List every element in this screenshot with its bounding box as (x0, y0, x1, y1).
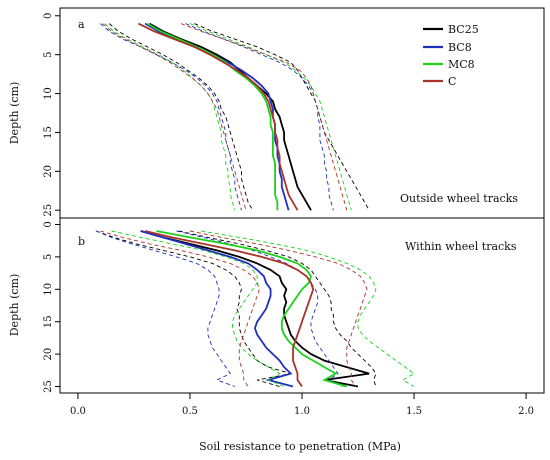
panel-b-series-bc25-mean (140, 230, 370, 388)
panel-b-series-bc25-lower (95, 230, 291, 387)
x-tick-label: 0.5 (182, 406, 198, 417)
panel-b-ytick-label: 0 (43, 221, 54, 227)
panel-b-annotation: Within wheel tracks (405, 240, 517, 253)
panel-outside-wheel-tracks: 0 5 10 15 20 25 Depth (cm) a Outside wheel tr… (8, 7, 545, 219)
panel-a-series-bc25-upper (194, 23, 370, 211)
x-axis-label: Soil resistance to penetration (MPa) (199, 440, 401, 453)
panel-b-series-bc8-mean (140, 230, 294, 388)
x-tick-label: 2.0 (518, 406, 534, 417)
panel-a-series-bc8-lower (100, 23, 242, 211)
panel-a-y-axis: 0 5 10 15 20 25 (43, 13, 60, 217)
panel-b-series (95, 230, 415, 388)
x-axis: 0.0 0.5 1.0 1.5 2.0 (70, 393, 534, 417)
panel-b-ytick-label: 20 (43, 348, 54, 361)
x-tick-label: 0.0 (70, 406, 86, 417)
panel-a-series-mc8-upper (189, 23, 352, 211)
panel-b-ytick-label: 10 (43, 283, 54, 296)
legend-label-bc25: BC25 (448, 23, 479, 36)
panel-a-series (100, 22, 370, 211)
x-tick-label: 1.5 (406, 406, 422, 417)
panel-b-series-mc8-upper (201, 230, 415, 387)
panel-a-ytick-label: 10 (43, 87, 54, 100)
panel-b-ytick-label: 25 (43, 380, 54, 393)
panel-b-series-bc25-upper (178, 230, 377, 387)
legend-label-mc8: MC8 (448, 58, 475, 71)
panel-a-ytick-label: 15 (43, 126, 54, 139)
panel-b-series-bc8-lower (95, 230, 235, 387)
panel-a-series-mc8-lower (104, 23, 236, 211)
panel-a-annotation: Outside wheel tracks (400, 192, 518, 205)
panel-a-series-c-mean (138, 22, 299, 211)
panel-b-ytick-label: 5 (43, 254, 54, 260)
panel-a-ytick-label: 0 (43, 13, 54, 19)
panel-a-series-bc25-lower (109, 23, 254, 211)
panel-a-ytick-label: 20 (43, 165, 54, 178)
panel-b-letter: b (78, 235, 85, 248)
panel-a-letter: a (78, 18, 85, 31)
panel-a-series-bc25-mean (149, 22, 312, 211)
legend: BC25 BC8 MC8 C (423, 23, 479, 88)
panel-a-ytick-label: 5 (43, 51, 54, 57)
x-tick-label: 1.0 (294, 406, 310, 417)
panel-a-series-c-lower (102, 23, 247, 211)
panel-b-y-axis: 0 5 10 15 20 25 (43, 221, 60, 393)
panel-b-series-mc8-mean (156, 230, 348, 388)
panel-within-wheel-tracks: 0 5 10 15 20 25 Depth (cm) b Within wheel tra… (8, 217, 545, 394)
panel-a-series-mc8-mean (146, 22, 279, 211)
panel-b-series-bc8-upper (176, 230, 343, 387)
panel-a-y-axis-label: Depth (cm) (8, 82, 21, 145)
panel-b-ytick-label: 15 (43, 315, 54, 328)
panel-b-series-c-mean (144, 230, 315, 388)
panel-b-y-axis-label: Depth (cm) (8, 274, 21, 337)
panel-b-series-c-upper (189, 230, 368, 387)
legend-label-c: C (448, 75, 456, 88)
panel-a-ytick-label: 25 (43, 204, 54, 217)
legend-label-bc8: BC8 (448, 41, 472, 54)
